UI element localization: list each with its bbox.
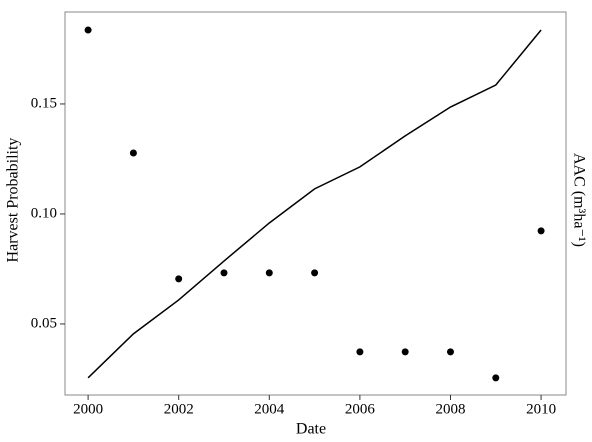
x-tick-label: 2000 [73,401,103,417]
point [492,374,500,382]
x-tick-label: 2006 [345,401,376,417]
y-tick-label: 0.10 [31,205,57,221]
x-tick-label: 2002 [164,401,194,417]
y-tick-label: 0.05 [31,315,57,331]
plot-frame [64,11,567,396]
x-tick-label: 2004 [254,401,285,417]
line [87,29,542,379]
point [84,26,92,34]
y-tick-label: 0.15 [31,95,57,111]
point [356,348,364,356]
y2-axis-label: AAC (m³ha⁻¹) [570,153,587,247]
point [446,348,454,356]
point [129,149,137,157]
y-axis-label: Harvest Probability [5,138,22,263]
point [175,275,183,283]
x-tick-label: 2008 [435,401,465,417]
x-tick-label: 2010 [526,401,556,417]
point [311,269,319,277]
x-axis-label: Date [296,421,326,438]
point [265,269,273,277]
point [220,269,228,277]
point [401,348,409,356]
point [537,227,545,235]
